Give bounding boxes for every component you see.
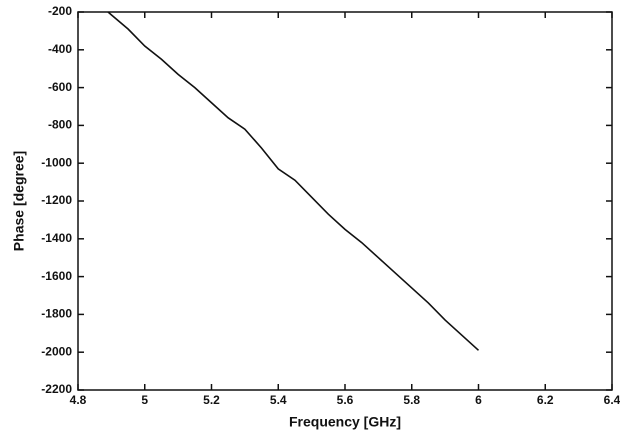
y-tick-label: -2200	[41, 382, 72, 396]
y-tick-label: -1200	[41, 193, 72, 207]
y-tick-label: -400	[48, 42, 72, 56]
x-tick-label: 6	[475, 393, 482, 407]
y-tick-label: -1000	[41, 155, 72, 169]
data-line	[107, 11, 480, 351]
x-tick-label: 5.4	[270, 393, 287, 407]
y-tick-label: -2000	[41, 344, 72, 358]
y-tick-label: -200	[48, 4, 72, 18]
y-tick-label: -1800	[41, 307, 72, 321]
y-tick-label: -600	[48, 80, 72, 94]
x-tick-label: 5	[141, 393, 148, 407]
x-tick-label: 6.2	[537, 393, 554, 407]
y-tick-label: -1400	[41, 231, 72, 245]
y-axis-title: Phase [degree]	[11, 151, 27, 251]
x-tick-label: 6.4	[604, 393, 620, 407]
x-tick-label: 5.8	[403, 393, 420, 407]
x-axis-title: Frequency [GHz]	[289, 414, 401, 430]
y-tick-label: -1600	[41, 269, 72, 283]
y-tick-label: -800	[48, 118, 72, 132]
x-tick-label: 5.2	[203, 393, 220, 407]
x-tick-label: 5.6	[337, 393, 354, 407]
x-tick-label: 4.8	[70, 393, 87, 407]
plot-frame	[77, 11, 613, 391]
